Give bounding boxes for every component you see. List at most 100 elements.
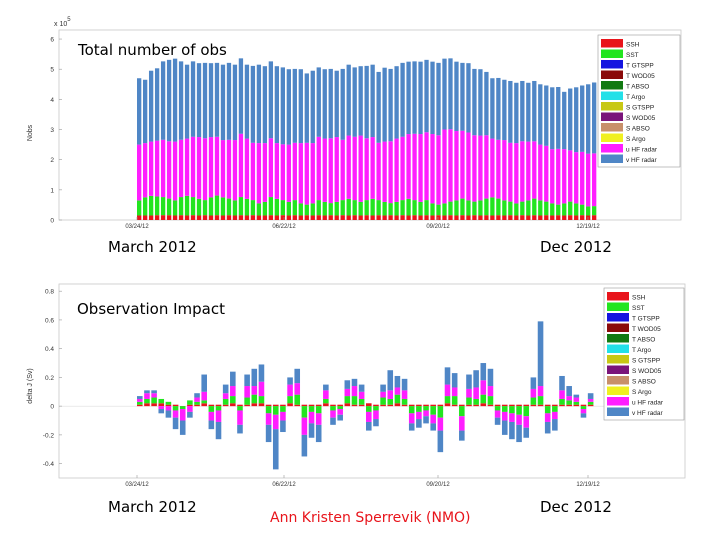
bar-ssh [292,215,297,220]
bar-ssh [436,215,441,220]
legend-label-t-wod05: T WOD05 [626,73,655,80]
bar-u-hf-radar [568,150,573,202]
bar-v-hf-radar [196,63,202,138]
bar-sst [376,200,381,216]
bar-ssh [526,215,531,220]
bar-sst [380,397,386,405]
bar-sst [473,398,479,405]
legend-swatch-s-gtspp [601,102,623,111]
bar-sst [310,203,315,216]
bar-v-hf-radar [334,70,339,138]
bar-v-hf-radar [416,419,422,428]
y-tick-label: 0.6 [45,317,54,324]
legend-label-s-gtspp: S GTSPP [626,105,654,112]
bar-ssh [394,215,399,220]
bar-v-hf-radar [337,414,343,421]
bar-v-hf-radar [394,375,401,388]
bar-ssh [301,404,308,407]
bar-v-hf-radar [144,390,150,394]
bar-u-hf-radar [215,410,222,422]
bar-u-hf-radar [532,141,537,199]
bar-v-hf-radar [472,68,477,136]
legend-swatch-t-gtspp [607,313,629,322]
bar-u-hf-radar [328,138,333,204]
legend-swatch-s-abso [601,123,623,132]
bar-sst [322,201,327,216]
legend-swatch-sst [607,302,629,311]
bar-v-hf-radar [187,411,193,418]
bar-v-hf-radar [586,84,591,154]
bar-v-hf-radar [244,64,250,139]
bar-u-hf-radar [268,138,274,198]
bar-v-hf-radar [394,66,399,139]
bar-sst [328,203,333,216]
bar-v-hf-radar [423,416,429,424]
bar-sst [184,195,190,216]
bar-u-hf-radar [330,410,336,418]
bar-sst [196,198,202,216]
bar-u-hf-radar [220,140,226,198]
bar-u-hf-radar [178,139,184,198]
bar-ssh [258,403,265,407]
bar-ssh [466,404,472,407]
bar-v-hf-radar [262,66,268,144]
legend-swatch-t-gtspp [601,60,623,69]
bar-ssh [328,215,333,220]
bar-ssh [262,215,268,220]
bar-ssh [509,404,515,407]
bar-ssh [178,215,184,220]
bar-u-hf-radar [380,391,386,398]
bar-sst [344,396,351,404]
bar-ssh [280,404,286,407]
bar-u-hf-radar [280,144,285,201]
bar-sst [351,396,358,405]
bar-sst [265,406,272,414]
bar-u-hf-radar [444,384,451,397]
bar-v-hf-radar [346,64,351,136]
bar-ssh [172,404,179,407]
bar-v-hf-radar [460,62,465,131]
bar-ssh [412,215,417,220]
bar-u-hf-radar [151,393,157,398]
bar-v-hf-radar [344,380,351,389]
bar-u-hf-radar [480,380,487,395]
bar-sst [451,396,458,405]
bar-ssh [487,404,494,407]
bar-sst [301,406,308,418]
bar-v-hf-radar [301,434,308,457]
bar-v-hf-radar [238,58,244,134]
bar-v-hf-radar [166,59,172,142]
bar-u-hf-radar [337,409,343,415]
bar-v-hf-radar [408,423,415,431]
bar-ssh [416,404,422,407]
bar-sst [437,406,444,418]
bar-sst [226,198,232,216]
obs-impact-title: Observation Impact [77,300,225,318]
bar-sst [315,406,322,414]
bar-ssh [544,215,549,220]
bar-u-hf-radar [460,130,465,199]
bar-ssh [304,215,309,220]
bar-ssh [208,404,215,407]
bar-ssh [286,215,291,220]
bar-ssh [387,404,394,407]
bar-ssh [334,215,339,220]
bar-ssh [137,215,142,220]
bar-ssh [430,404,436,407]
bar-sst [358,201,363,216]
bar-sst [514,203,519,216]
bar-v-hf-radar [165,410,172,418]
bar-v-hf-radar [322,69,327,139]
obs-count-start-label: March 2012 [108,238,197,256]
bar-ssh [166,215,172,220]
bar-ssh [202,215,208,220]
bar-ssh [208,215,214,220]
bar-sst [423,406,429,411]
legend-swatch-t-argo [607,344,629,353]
legend-swatch-ssh [601,39,623,48]
bar-v-hf-radar [580,413,587,418]
bar-v-hf-radar [366,421,372,431]
bar-v-hf-radar [370,64,375,138]
bar-u-hf-radar [294,383,301,395]
bar-sst [172,406,179,411]
